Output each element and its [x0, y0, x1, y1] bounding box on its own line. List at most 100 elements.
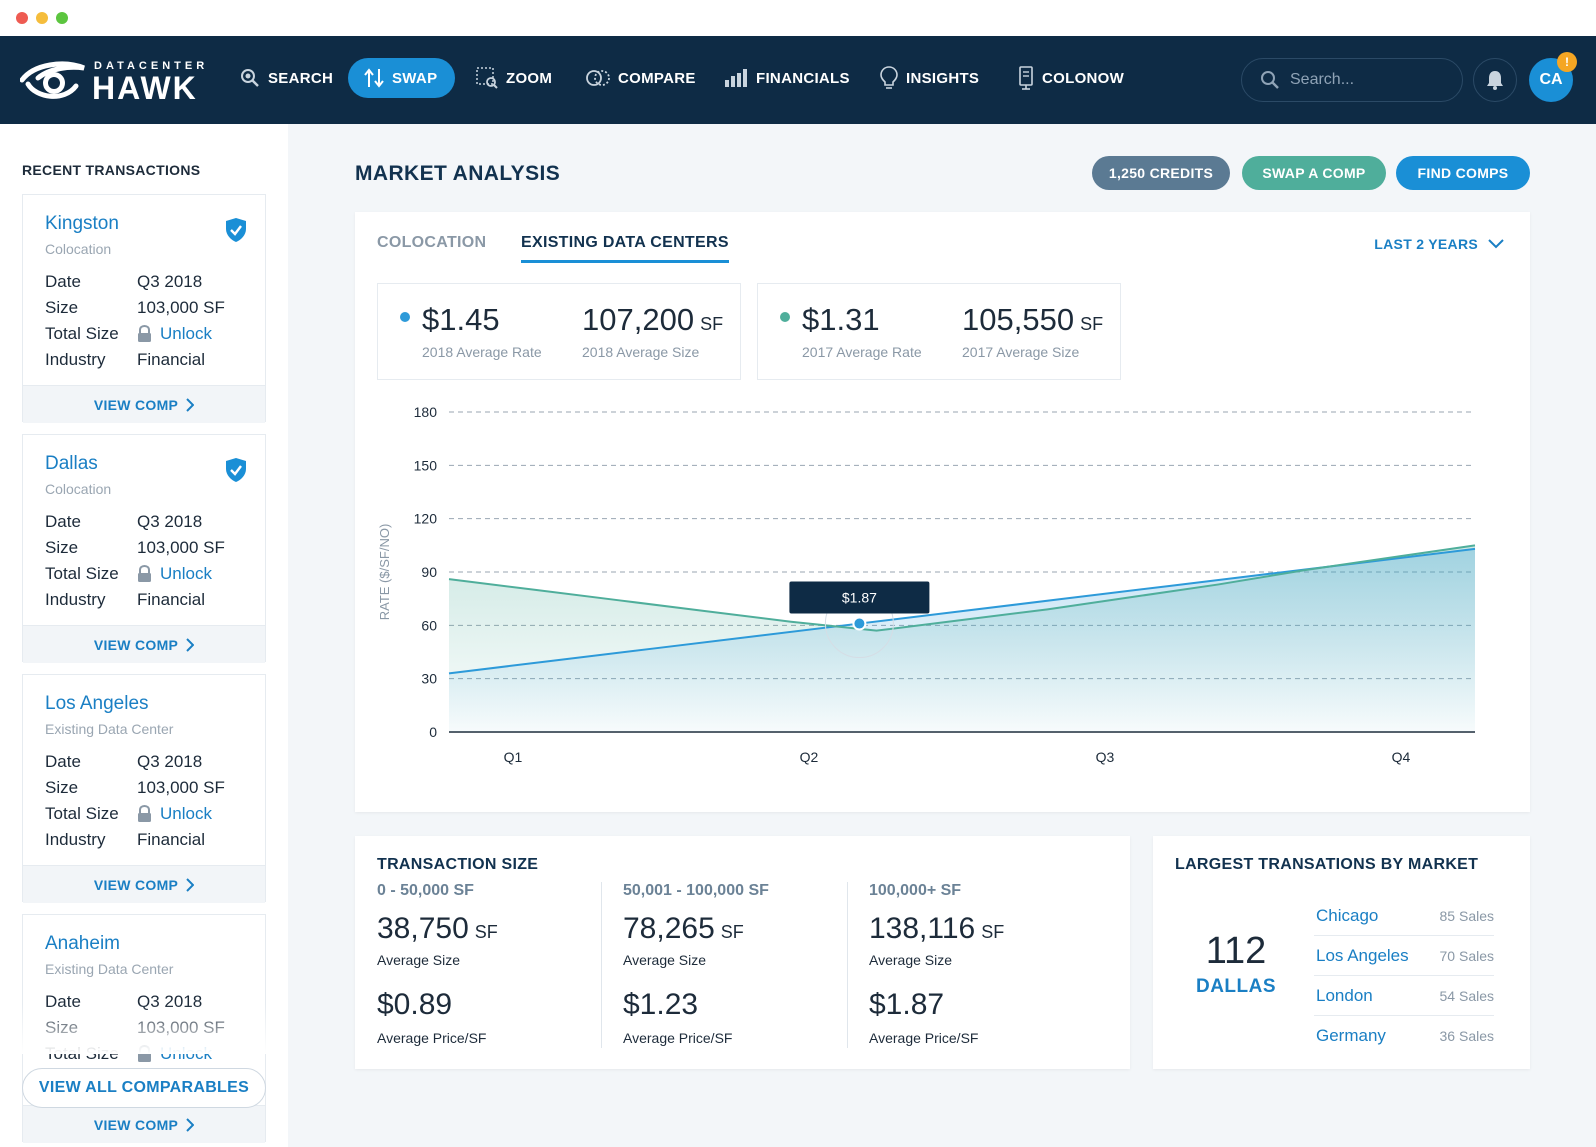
- series-0-area: [449, 548, 1475, 732]
- unlock-label: Unlock: [160, 564, 212, 583]
- transaction-city[interactable]: Anaheim: [45, 933, 120, 954]
- transaction-type: Existing Data Center: [45, 721, 174, 737]
- main-content: MARKET ANALYSIS 1,250 CREDITS SWAP A COM…: [288, 124, 1596, 1147]
- ts-average-price: $0.89: [377, 988, 453, 1021]
- notifications-button[interactable]: [1473, 58, 1517, 102]
- ts-average-size: 138,116 SF: [869, 912, 1004, 946]
- date-range-dropdown[interactable]: LAST 2 YEARS: [1374, 236, 1504, 252]
- nav-colonow[interactable]: COLONOW: [1018, 58, 1124, 98]
- ts-column-medium: 50,001 - 100,000 SF 78,265 SF Average Siz…: [623, 882, 869, 1047]
- transaction-date-row: Date Q3 2018: [45, 272, 202, 292]
- y-tick-label: 0: [429, 724, 437, 740]
- size-label: Size: [45, 538, 79, 557]
- market-city[interactable]: Chicago: [1316, 905, 1379, 925]
- transaction-card[interactable]: Kingston Colocation Date Q3 2018 Size 103,000…: [22, 194, 266, 423]
- ts-size-label: Average Size: [623, 952, 707, 968]
- ts-size-label: Average Size: [869, 952, 953, 968]
- nav-search[interactable]: SEARCH: [240, 58, 333, 98]
- transaction-size-panel: TRANSACTION SIZE 0 - 50,000 SF 38,750 SF …: [355, 836, 1130, 1069]
- market-sales: 54 Sales: [1439, 987, 1494, 1004]
- tab-colocation[interactable]: COLOCATION: [377, 234, 487, 251]
- rate-2018-label: 2018 Average Rate: [422, 344, 542, 360]
- total-size-label: Total Size: [45, 564, 119, 583]
- compare-icon: [586, 70, 610, 86]
- ts-size-unit: SF: [474, 922, 498, 942]
- unlock-link[interactable]: Unlock: [137, 324, 212, 344]
- swap-a-comp-button[interactable]: SWAP A COMP: [1242, 156, 1386, 190]
- global-search-input[interactable]: [1290, 71, 1440, 89]
- unlock-link[interactable]: Unlock: [137, 564, 212, 584]
- search-icon: [241, 69, 259, 87]
- nav-swap[interactable]: SWAP: [348, 58, 456, 98]
- transaction-type: Colocation: [45, 241, 112, 257]
- view-comp-button[interactable]: VIEW COMP: [23, 385, 265, 423]
- minimize-window-button[interactable]: [36, 12, 48, 24]
- brand-logo[interactable]: DATACENTER HAWK: [20, 54, 210, 106]
- view-comp-label: VIEW COMP: [93, 396, 179, 413]
- x-tick-label: Q2: [800, 749, 819, 765]
- chevron-right-icon: [186, 1117, 195, 1132]
- unlock-link[interactable]: Unlock: [137, 804, 212, 824]
- nav-financials-label: FINANCIALS: [756, 69, 850, 87]
- chevron-right-icon: [186, 637, 195, 652]
- maximize-window-button[interactable]: [56, 12, 68, 24]
- lock-icon: [138, 805, 151, 822]
- bell-icon: [1487, 71, 1503, 90]
- global-search[interactable]: [1241, 58, 1463, 102]
- nav-compare[interactable]: COMPARE: [586, 58, 696, 98]
- verified-shield-icon: [226, 218, 246, 242]
- date-value: Q3 2018: [137, 512, 203, 531]
- date-range-label: LAST 2 YEARS: [1374, 236, 1478, 252]
- chevron-right-icon: [186, 877, 195, 892]
- ts-size-value: 138,116: [869, 912, 976, 945]
- ts-range-label: 100,000+ SF: [869, 882, 962, 899]
- tab-existing-data-centers[interactable]: EXISTING DATA CENTERS: [521, 234, 729, 263]
- nav-zoom[interactable]: ZOOM: [476, 58, 552, 98]
- transaction-city[interactable]: Kingston: [45, 213, 119, 234]
- market-city[interactable]: London: [1316, 985, 1373, 1005]
- server-icon: [1019, 66, 1033, 90]
- lock-icon: [138, 325, 151, 342]
- page-title: MARKET ANALYSIS: [355, 162, 561, 185]
- transaction-card[interactable]: Dallas Colocation Date Q3 2018 Size 103,000 S…: [22, 434, 266, 663]
- series-2018-bullet: [400, 312, 410, 322]
- market-city[interactable]: Germany: [1316, 1026, 1386, 1045]
- zoom-icon: [476, 67, 498, 89]
- window-chrome: [0, 0, 1596, 36]
- list-item[interactable]: Chicago 85 Sales: [1314, 896, 1494, 936]
- industry-label: Industry: [45, 590, 106, 609]
- ts-divider: [847, 882, 848, 1048]
- transaction-city[interactable]: Dallas: [45, 453, 98, 474]
- view-comp-button[interactable]: VIEW COMP: [23, 1105, 265, 1143]
- market-city[interactable]: Los Angeles: [1316, 945, 1409, 965]
- search-icon: [1261, 71, 1279, 89]
- ts-size-unit: SF: [981, 922, 1005, 942]
- transaction-total-size-row: Total Size Unlock: [45, 324, 212, 344]
- list-item[interactable]: Germany 36 Sales: [1314, 1016, 1494, 1056]
- nav-insights[interactable]: INSIGHTS: [880, 58, 979, 98]
- tooltip-point: [852, 616, 867, 631]
- size-2018-value: 107,200: [582, 302, 695, 337]
- size-value: 103,000 SF: [137, 298, 225, 317]
- view-comp-button[interactable]: VIEW COMP: [23, 625, 265, 663]
- nav-financials[interactable]: FINANCIALS: [724, 58, 850, 98]
- largest-transactions-title: LARGEST TRANSATIONS BY MARKET: [1175, 856, 1479, 873]
- industry-value: Financial: [137, 830, 206, 849]
- x-tick-label: Q1: [504, 749, 523, 765]
- nav-colonow-label: COLONOW: [1042, 69, 1125, 87]
- largest-transactions-panel: LARGEST TRANSATIONS BY MARKET 112 DALLAS…: [1153, 836, 1530, 1069]
- find-comps-button[interactable]: FIND COMPS: [1396, 156, 1530, 190]
- view-comp-button[interactable]: VIEW COMP: [23, 865, 265, 903]
- nav-search-label: SEARCH: [268, 69, 334, 87]
- highlight-city[interactable]: DALLAS: [1195, 976, 1277, 997]
- list-item[interactable]: Los Angeles 70 Sales: [1314, 936, 1494, 976]
- transaction-city[interactable]: Los Angeles: [45, 693, 149, 714]
- credits-button[interactable]: 1,250 CREDITS: [1092, 156, 1230, 190]
- list-item[interactable]: London 54 Sales: [1314, 976, 1494, 1016]
- ts-average-price: $1.23: [623, 988, 699, 1021]
- verified-shield-icon: [226, 458, 246, 482]
- transaction-card[interactable]: Los Angeles Existing Data Center Date Q3 20…: [22, 674, 266, 903]
- view-all-comparables-button[interactable]: VIEW ALL COMPARABLES: [22, 1068, 266, 1108]
- close-window-button[interactable]: [16, 12, 28, 24]
- size-value: 103,000 SF: [137, 778, 225, 797]
